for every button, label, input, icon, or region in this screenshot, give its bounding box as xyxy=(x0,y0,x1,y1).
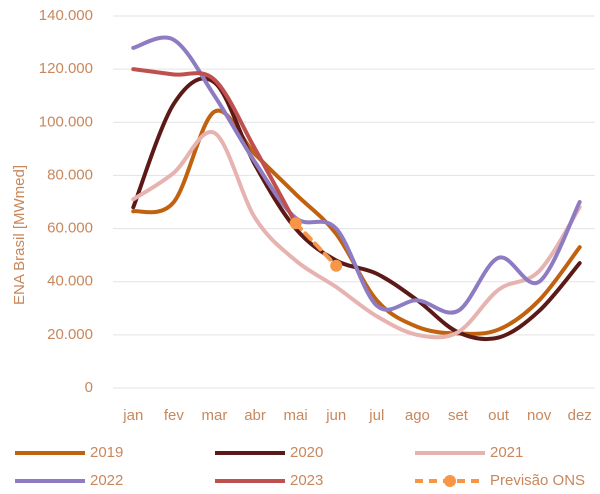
y-tick-label: 80.000 xyxy=(47,166,93,183)
x-tick-label: jan xyxy=(122,407,143,424)
y-tick-label: 140.000 xyxy=(39,7,93,24)
x-tick-label: jul xyxy=(368,407,384,424)
x-tick-label: abr xyxy=(244,407,266,424)
point-marker xyxy=(330,259,343,272)
series-line xyxy=(131,129,582,340)
x-tick-label: fev xyxy=(164,407,185,424)
x-tick-label: set xyxy=(448,407,469,424)
legend-label: 2023 xyxy=(290,472,323,489)
legend-label: Previsão ONS xyxy=(490,472,585,489)
series-line xyxy=(131,67,298,226)
x-tick-label: dez xyxy=(568,407,592,424)
y-axis-label: ENA Brasil [MWmed] xyxy=(11,165,28,305)
series-line xyxy=(293,221,339,268)
y-tick-label: 60.000 xyxy=(47,220,93,237)
legend-label: 2022 xyxy=(90,472,123,489)
y-tick-label: 100.000 xyxy=(39,113,93,130)
x-tick-label: mar xyxy=(202,407,228,424)
x-tick-label: out xyxy=(488,407,510,424)
series-line xyxy=(131,35,582,315)
x-tick-label: mai xyxy=(284,407,308,424)
y-tick-label: 120.000 xyxy=(39,60,93,77)
legend-label: 2020 xyxy=(290,444,323,461)
y-tick-label: 40.000 xyxy=(47,273,93,290)
point-marker xyxy=(289,217,302,230)
x-tick-label: jun xyxy=(325,407,346,424)
legend-label: 2019 xyxy=(90,444,123,461)
legend-label: 2021 xyxy=(490,444,523,461)
x-tick-label: nov xyxy=(527,407,552,424)
x-tick-label: ago xyxy=(405,407,430,424)
y-tick-label: 20.000 xyxy=(47,326,93,343)
legend-marker xyxy=(444,475,456,487)
y-tick-label: 0 xyxy=(85,379,93,396)
